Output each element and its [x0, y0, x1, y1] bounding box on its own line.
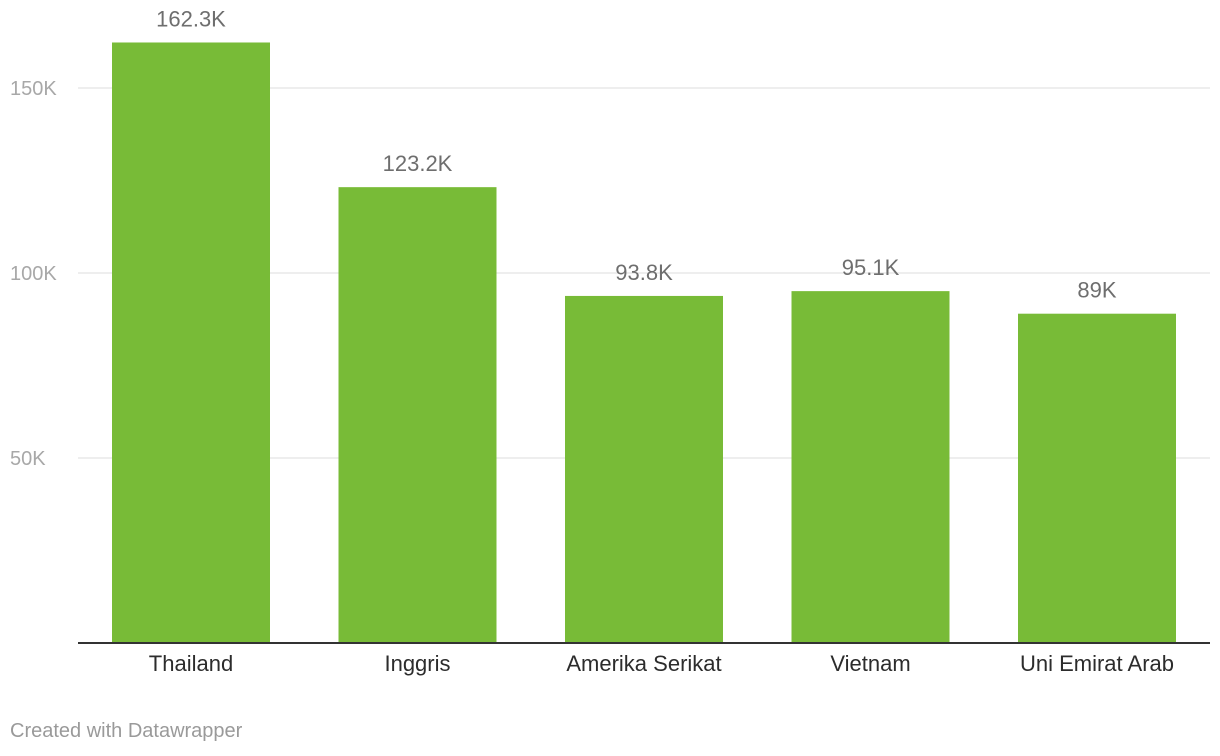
x-axis-ticks: Thailand Inggris Amerika Serikat Vietnam Uni… [149, 651, 1174, 676]
data-label: 93.8K [615, 260, 673, 285]
y-tick-label: 100K [10, 263, 57, 285]
x-tick-label: Vietnam [830, 651, 910, 676]
bar [565, 295, 723, 643]
bar [112, 42, 270, 644]
bar [1018, 313, 1176, 643]
data-label: 123.2K [383, 151, 453, 176]
bar [338, 187, 497, 643]
x-tick-label: Thailand [149, 651, 233, 676]
data-label: 89K [1077, 278, 1116, 303]
bars [112, 42, 1176, 644]
y-axis-ticks: 50K 100K 150K [10, 78, 57, 470]
data-labels: 162.3K 123.2K 93.8K 95.1K 89K [156, 6, 1117, 302]
footer-credit: Created with Datawrapper [10, 720, 243, 742]
x-tick-label: Uni Emirat Arab [1020, 651, 1174, 676]
x-tick-label: Inggris [384, 651, 450, 676]
bar [791, 291, 950, 643]
y-tick-label: 150K [10, 78, 57, 100]
data-label: 162.3K [156, 6, 226, 31]
data-label: 95.1K [842, 255, 900, 280]
y-tick-label: 50K [10, 448, 46, 470]
x-tick-label: Amerika Serikat [566, 651, 721, 676]
